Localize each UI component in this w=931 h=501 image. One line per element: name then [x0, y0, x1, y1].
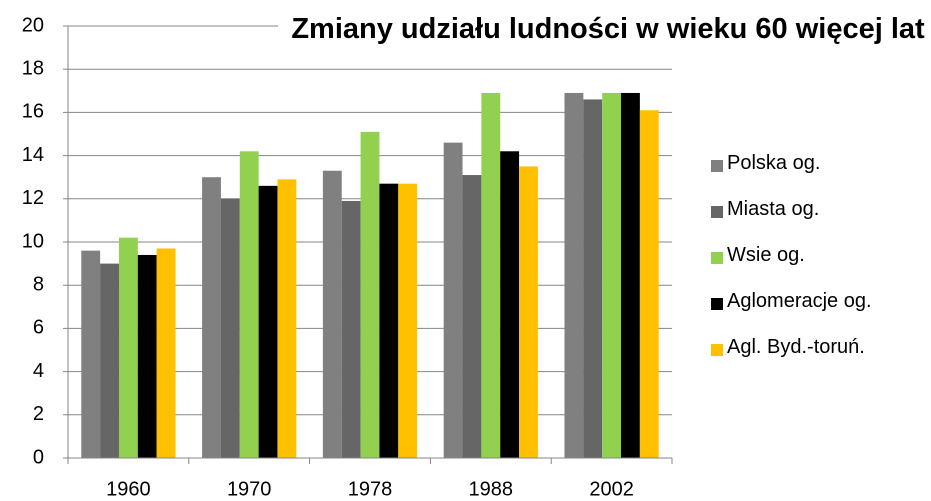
bar [137, 254, 157, 458]
y-tick-label: 4 [33, 360, 44, 382]
bar [481, 92, 501, 459]
bar [81, 250, 101, 458]
bar [621, 92, 640, 459]
bar [602, 92, 622, 459]
legend-swatch [711, 344, 723, 356]
legend-label: Miasta og. [727, 198, 820, 220]
y-tick-label: 20 [22, 14, 44, 36]
y-tick-label: 10 [22, 230, 44, 252]
bar [220, 198, 240, 459]
y-tick-label: 8 [33, 273, 44, 295]
y-tick-label: 16 [22, 101, 44, 123]
legend-label: Wsie og. [727, 244, 805, 266]
x-tick-label: 2002 [589, 478, 634, 500]
legend-label: Polska og. [727, 152, 821, 174]
bar [100, 263, 119, 458]
y-tick-label: 18 [22, 57, 44, 79]
bar [583, 99, 603, 458]
bar [322, 170, 342, 458]
y-tick-label: 6 [33, 317, 44, 339]
legend-swatch [711, 160, 723, 172]
legend-label: Agl. Byd.-toruń. [727, 336, 865, 358]
bar [443, 142, 463, 458]
bar [500, 151, 520, 458]
bar [398, 183, 418, 458]
bar [156, 248, 176, 458]
chart-title: Zmiany udziału ludności w wieku 60 więce… [278, 8, 931, 51]
bar [564, 92, 584, 459]
legend-swatch [711, 252, 723, 264]
y-tick-label: 14 [22, 144, 44, 166]
legend-swatch [711, 206, 723, 218]
legend-item: Aglomeracje og. [711, 290, 872, 336]
x-tick-label: 1970 [227, 478, 272, 500]
x-tick-label: 1960 [106, 478, 151, 500]
bar [118, 237, 138, 458]
bar [639, 110, 659, 459]
legend-item: Miasta og. [711, 198, 872, 244]
bar [277, 179, 297, 459]
bar [239, 151, 259, 458]
bar [379, 183, 399, 458]
y-tick-label: 12 [22, 187, 44, 209]
legend-item: Wsie og. [711, 244, 872, 290]
legend: Polska og. Miasta og. Wsie og. Aglomeracje … [711, 152, 872, 382]
bar [462, 175, 482, 459]
bar [202, 177, 221, 458]
x-tick-label: 1978 [348, 478, 393, 500]
legend-swatch [711, 298, 723, 310]
bar [519, 166, 538, 458]
y-tick-label: 2 [33, 403, 44, 425]
y-tick-label: 0 [33, 446, 44, 468]
legend-item: Polska og. [711, 152, 872, 198]
legend-item: Agl. Byd.-toruń. [711, 336, 872, 382]
bar [258, 185, 278, 458]
bar [341, 200, 361, 458]
x-tick-label: 1988 [469, 478, 514, 500]
legend-label: Aglomeracje og. [727, 290, 872, 312]
bar [360, 131, 380, 458]
